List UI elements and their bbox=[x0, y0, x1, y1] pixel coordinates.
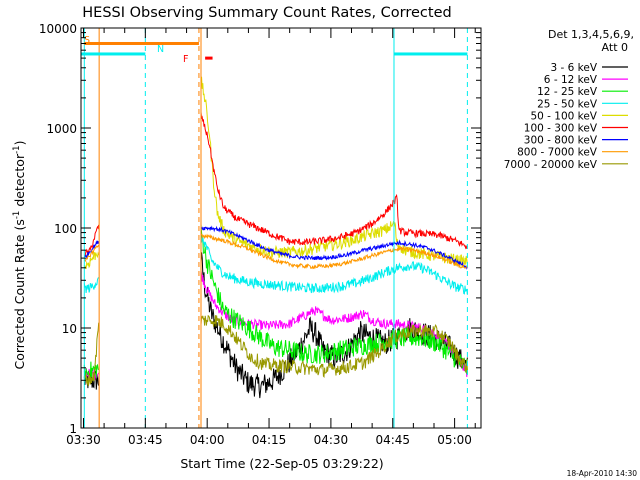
series-line-800-7000-kevkev bbox=[83, 233, 468, 270]
legend-label-50-100-kevkev: 50 - 100 keV bbox=[530, 110, 597, 122]
series-line-12-25-kevkev bbox=[83, 224, 468, 383]
y-tick-label: 10 bbox=[62, 322, 77, 336]
legend-label-7000-20000-kevkev: 7000 - 20000 keV bbox=[504, 159, 598, 171]
x-tick-label: 04:30 bbox=[314, 433, 349, 447]
x-tick-label: 04:00 bbox=[190, 433, 225, 447]
series-line-50-100-kevkev bbox=[83, 76, 468, 270]
flare-flag-bar-1 bbox=[205, 56, 213, 60]
night-flag-label: N bbox=[157, 44, 164, 55]
series-line-100-300-kevkev bbox=[84, 112, 468, 257]
axis-layer: 1 10 100 1000 10000 03:30 03:45 04:00 04:15 04:30… bbox=[39, 22, 482, 447]
y-axis-title-exp1: -1 bbox=[12, 211, 22, 219]
footer-timestamp: 18-Apr-2010 14:30 bbox=[567, 469, 638, 478]
x-tick-label: 05:00 bbox=[437, 433, 472, 447]
x-tick-label: 04:15 bbox=[252, 433, 287, 447]
y-tick-label: 10000 bbox=[39, 22, 77, 36]
x-axis-title: Start Time (22-Sep-05 03:29:22) bbox=[180, 456, 383, 471]
vline-layer bbox=[83, 28, 468, 428]
legend-label-300-800-kevkev: 300 - 800 keV bbox=[524, 135, 598, 147]
night-flag-bar-2 bbox=[393, 52, 468, 56]
x-tick-label: 03:45 bbox=[128, 433, 163, 447]
legend-label-800-7000-kevkev: 800 - 7000 keV bbox=[517, 147, 598, 159]
y-axis-title: Corrected Count Rate (s-1 detector-1) bbox=[12, 141, 27, 370]
legend-label-3-6-kevkev: 3 - 6 keV bbox=[550, 62, 597, 74]
y-axis-title-mid: detector bbox=[12, 153, 27, 211]
y-axis-title-end: ) bbox=[12, 141, 27, 146]
series-layer bbox=[83, 76, 468, 399]
flare-flag-label: F bbox=[183, 54, 188, 65]
flag-layer: S N F bbox=[81, 35, 468, 65]
legend-label-25-50-kevkev: 25 - 50 keV bbox=[537, 98, 598, 110]
chart-title: HESSI Observing Summary Count Rates, Cor… bbox=[82, 5, 451, 21]
saa-flag-bar-1 bbox=[84, 41, 199, 45]
night-flag-bar-1 bbox=[81, 52, 146, 56]
y-axis-title-main: Corrected Count Rate (s bbox=[12, 219, 27, 369]
legend-label-6-12-kevkev: 6 - 12 keV bbox=[544, 74, 598, 86]
legend-label-100-300-kevkev: 100 - 300 keV bbox=[524, 123, 598, 135]
series-line-25-50-kevkev bbox=[83, 234, 468, 295]
saa-flag-label: S bbox=[84, 35, 90, 46]
y-axis-label: Corrected Count Rate (s-1 detector-1) bbox=[12, 141, 27, 370]
y-tick-label: 100 bbox=[54, 222, 77, 236]
legend-header-line1: Det 1,3,4,5,6,9, bbox=[548, 28, 634, 41]
legend-label-12-25-kevkev: 12 - 25 keV bbox=[537, 86, 598, 98]
y-tick-label: 1 bbox=[69, 422, 77, 436]
y-axis-title-exp2: -1 bbox=[12, 145, 22, 153]
series-line-7000-20000-kevkev bbox=[83, 314, 468, 387]
legend-header-line2: Att 0 bbox=[602, 41, 628, 54]
x-tick-label: 04:45 bbox=[375, 433, 410, 447]
y-tick-label: 1000 bbox=[46, 122, 77, 136]
x-tick-label: 03:30 bbox=[66, 433, 101, 447]
